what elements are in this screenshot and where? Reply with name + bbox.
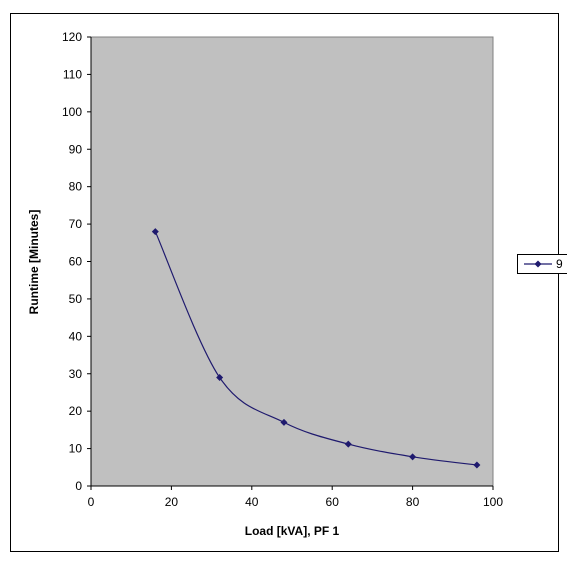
y-tick-label: 70 <box>69 217 83 231</box>
y-tick-label: 20 <box>69 404 83 418</box>
y-tick-label: 40 <box>69 329 83 343</box>
y-tick-label: 110 <box>63 67 82 81</box>
legend: 9 <box>518 255 567 274</box>
y-tick-label: 0 <box>75 479 82 493</box>
x-tick-label: 100 <box>483 495 503 509</box>
x-tick-label: 20 <box>165 495 179 509</box>
y-tick-label: 90 <box>69 142 83 156</box>
y-tick-label: 120 <box>62 30 82 44</box>
y-tick-label: 30 <box>69 367 83 381</box>
x-axis-title: Load [kVA], PF 1 <box>245 524 340 538</box>
y-tick-label: 50 <box>69 292 83 306</box>
legend-label: 9 <box>556 257 563 271</box>
y-tick-label: 10 <box>69 442 83 456</box>
plot-area <box>91 37 493 486</box>
x-tick-label: 80 <box>406 495 420 509</box>
x-tick-label: 40 <box>245 495 259 509</box>
x-tick-label: 0 <box>88 495 95 509</box>
y-tick-label: 100 <box>62 105 82 119</box>
y-tick-label: 60 <box>69 255 83 269</box>
x-tick-label: 60 <box>326 495 340 509</box>
y-axis-title: Runtime [Minutes] <box>27 210 41 315</box>
y-tick-label: 80 <box>69 180 83 194</box>
